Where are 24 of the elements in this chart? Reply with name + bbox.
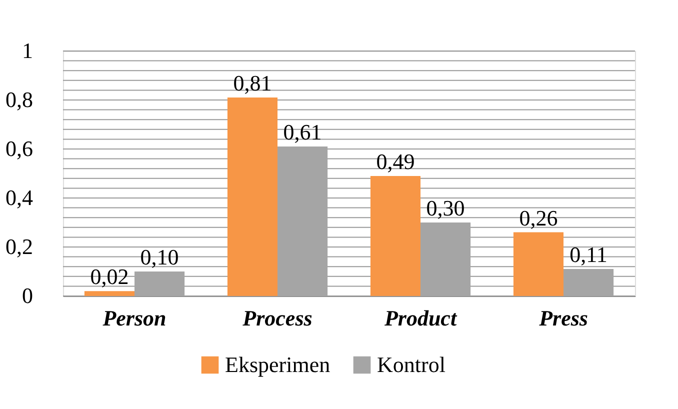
y-tick-label: 0,6 [6,136,33,161]
data-label: 0,49 [376,148,415,174]
bar [513,232,564,296]
x-tick-label: Person [102,306,166,330]
y-tick-label: 0,4 [6,185,33,210]
y-tick-label: 0 [22,283,33,308]
bar [370,176,420,296]
bar [227,98,278,296]
data-label: 0,02 [90,264,129,290]
data-label: 0,30 [426,196,465,220]
data-label: 0,61 [283,120,322,145]
legend-label: Eksperimen [225,352,330,377]
data-label: 0,26 [519,205,558,230]
legend-label: Kontrol [377,352,446,377]
x-tick-label: Process [242,306,312,330]
data-label: 0,10 [140,244,179,270]
y-tick-label: 1 [22,38,33,63]
bar [84,291,134,296]
x-tick-label: Press [538,306,588,330]
data-label: 0,81 [233,70,272,96]
y-tick-label: 0,8 [6,87,33,112]
data-label: 0,11 [570,242,608,268]
x-tick-label: Product [383,306,458,330]
y-tick-label: 0,2 [6,234,33,259]
